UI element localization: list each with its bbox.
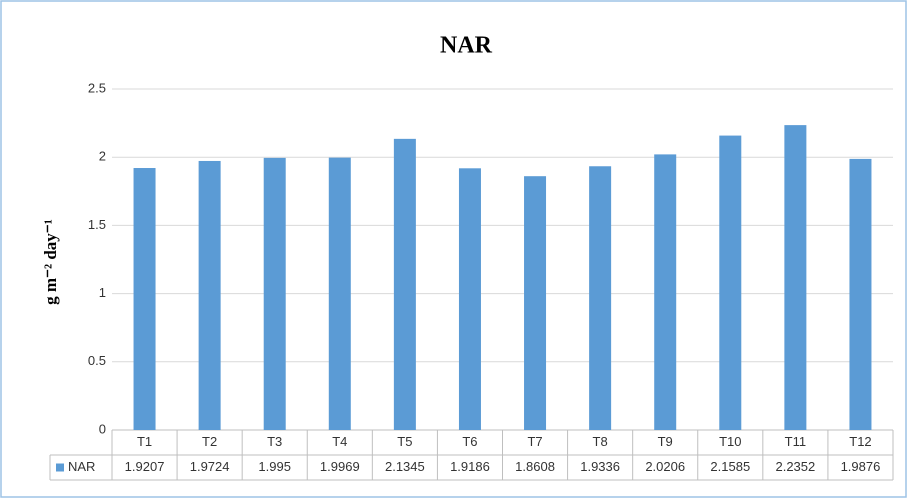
- bar: [784, 125, 807, 431]
- table-value: 1.9186: [450, 459, 490, 474]
- bar: [589, 166, 612, 430]
- bar: [393, 138, 416, 431]
- x-tick-label: T5: [397, 434, 412, 449]
- table-value: 1.995: [258, 459, 291, 474]
- bar: [328, 157, 351, 430]
- bar: [133, 168, 156, 430]
- x-tick-label: T7: [527, 434, 542, 449]
- x-tick-label: T1: [137, 434, 152, 449]
- x-tick-label: T9: [658, 434, 673, 449]
- chart-title: NAR: [440, 33, 493, 59]
- table-value: 1.8608: [515, 459, 555, 474]
- x-tick-label: T4: [332, 434, 347, 449]
- table-value: 2.1345: [385, 459, 425, 474]
- table-value: 1.9876: [841, 459, 881, 474]
- y-tick-label: 2.5: [88, 80, 106, 95]
- y-tick-label: 0.5: [88, 353, 106, 368]
- y-tick-label: 1.5: [88, 217, 106, 232]
- x-tick-label: T12: [849, 434, 871, 449]
- y-tick-label: 1: [99, 285, 106, 300]
- table-value: 1.9207: [125, 459, 165, 474]
- table-value: 1.9724: [190, 459, 230, 474]
- x-tick-label: T11: [785, 434, 806, 449]
- x-tick-label: T3: [267, 434, 282, 449]
- table-value: 1.9336: [580, 459, 620, 474]
- bar: [458, 168, 481, 430]
- table-value: 1.9969: [320, 459, 360, 474]
- legend-swatch: [56, 463, 64, 472]
- x-tick-label: T10: [719, 434, 741, 449]
- bar: [719, 135, 742, 430]
- table-value: 2.1585: [710, 459, 750, 474]
- x-tick-label: T2: [202, 434, 217, 449]
- bar: [654, 154, 677, 430]
- x-tick-label: T8: [593, 434, 608, 449]
- legend-label: NAR: [68, 459, 95, 474]
- y-axis-label: g m⁻² day⁻¹: [41, 219, 60, 305]
- y-tick-label: 2: [99, 149, 106, 164]
- x-tick-label: T6: [462, 434, 477, 449]
- table-value: 2.0206: [645, 459, 685, 474]
- y-tick-label: 0: [99, 421, 106, 436]
- table-value: 2.2352: [775, 459, 815, 474]
- bar: [524, 176, 547, 430]
- bar: [849, 158, 872, 430]
- bar: [198, 160, 221, 430]
- bar: [263, 157, 286, 430]
